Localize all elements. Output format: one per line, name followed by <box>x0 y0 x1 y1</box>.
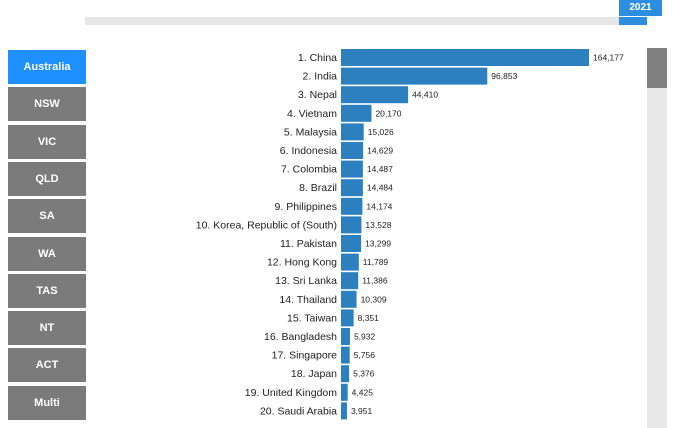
bar <box>341 235 362 252</box>
category-label: 9. Philippines <box>275 201 337 213</box>
category-label: 14. Thailand <box>279 294 337 306</box>
bar <box>341 346 350 364</box>
value-label: 14,484 <box>367 183 393 193</box>
value-label: 13,528 <box>365 220 391 230</box>
bar <box>341 328 350 345</box>
region-button-nt[interactable]: NT <box>8 311 86 346</box>
value-label: 10,309 <box>361 294 387 304</box>
value-label: 20,170 <box>375 108 401 118</box>
year-timeline[interactable] <box>85 17 647 25</box>
region-button-act[interactable]: ACT <box>8 348 86 383</box>
region-button-qld[interactable]: QLD <box>8 161 86 196</box>
value-label: 15,026 <box>368 127 394 137</box>
bar <box>341 383 348 401</box>
category-label: 8. Brazil <box>299 182 337 194</box>
bar <box>341 253 359 271</box>
bar <box>341 104 372 122</box>
bar <box>341 197 363 215</box>
region-button-sa[interactable]: SA <box>8 199 86 234</box>
region-button-australia[interactable]: Australia <box>8 50 86 84</box>
category-label: 12. Hong Kong <box>267 257 337 269</box>
category-label: 4. Vietnam <box>287 108 337 120</box>
value-label: 5,376 <box>353 369 375 379</box>
category-label: 7. Colombia <box>281 164 337 176</box>
bar <box>341 67 488 85</box>
timeline-progress <box>619 17 647 25</box>
category-label: 18. Japan <box>291 368 337 380</box>
region-button-tas[interactable]: TAS <box>8 273 86 308</box>
bar <box>341 160 363 178</box>
bar <box>341 365 350 383</box>
bar <box>341 123 364 141</box>
category-label: 15. Taiwan <box>287 312 337 324</box>
region-button-nsw[interactable]: NSW <box>8 87 86 122</box>
region-button-multi[interactable]: Multi <box>8 385 86 420</box>
bar <box>341 86 409 104</box>
value-label: 13,299 <box>365 239 391 249</box>
bar <box>341 49 589 66</box>
category-label: 1. China <box>298 52 337 64</box>
category-label: 6. Indonesia <box>280 145 337 157</box>
category-label: 3. Nepal <box>298 89 337 101</box>
value-label: 11,789 <box>363 257 389 267</box>
value-label: 164,177 <box>593 53 624 63</box>
category-label: 17. Singapore <box>272 350 338 362</box>
value-label: 5,756 <box>354 350 376 360</box>
bar <box>341 309 354 327</box>
bar <box>341 402 347 420</box>
bar <box>341 272 359 290</box>
value-label: 3,951 <box>351 406 373 416</box>
value-label: 14,629 <box>367 146 393 156</box>
category-label: 10. Korea, Republic of (South) <box>196 219 337 231</box>
bar <box>341 142 364 159</box>
category-label: 13. Sri Lanka <box>275 275 337 287</box>
category-label: 5. Malaysia <box>284 126 337 138</box>
value-label: 96,853 <box>491 71 517 81</box>
scrollbar-thumb[interactable] <box>647 48 667 88</box>
value-label: 11,386 <box>362 276 388 286</box>
category-label: 20. Saudi Arabia <box>260 405 337 417</box>
region-button-vic[interactable]: VIC <box>8 124 86 159</box>
value-label: 4,425 <box>352 387 374 397</box>
value-label: 44,410 <box>412 90 438 100</box>
bar <box>341 290 357 308</box>
scrollbar[interactable] <box>647 48 667 428</box>
value-label: 14,487 <box>367 164 393 174</box>
value-label: 8,351 <box>358 313 380 323</box>
value-label: 5,932 <box>354 332 376 342</box>
category-label: 19. United Kingdom <box>245 387 337 399</box>
category-label: 11. Pakistan <box>280 238 337 250</box>
bar <box>341 216 362 234</box>
bar <box>341 179 363 197</box>
year-badge: 2021 <box>619 0 662 16</box>
category-label: 16. Bangladesh <box>264 331 337 343</box>
value-label: 14,174 <box>366 201 392 211</box>
region-button-wa[interactable]: WA <box>8 236 86 271</box>
category-label: 2. India <box>303 71 338 83</box>
